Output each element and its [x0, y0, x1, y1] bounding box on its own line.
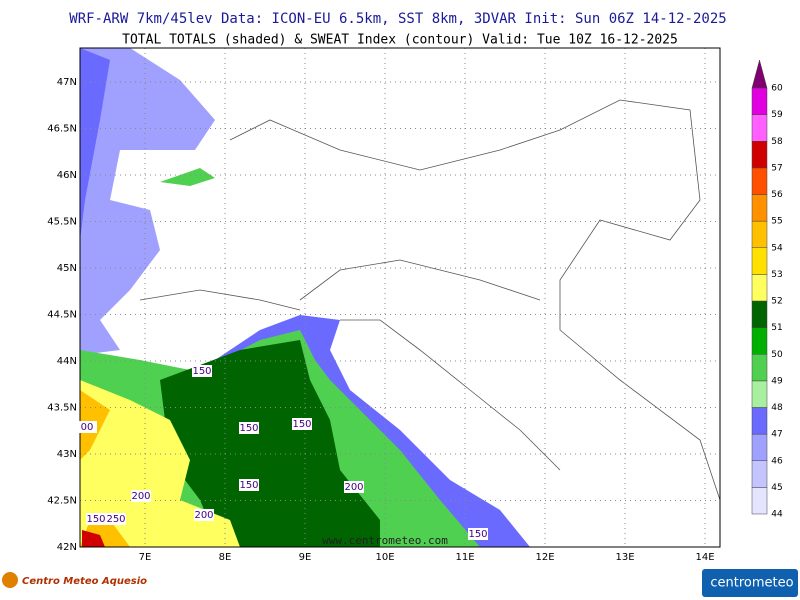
colorbar-box: [751, 87, 768, 115]
contour-label: 00: [81, 422, 94, 433]
contour-label: 150: [239, 423, 258, 434]
contour-label-bg: [292, 418, 312, 430]
colorbar-label: 44: [771, 510, 783, 520]
contour-label: 150: [468, 529, 487, 540]
colorbar-box: [751, 407, 768, 435]
contour-label: 150: [239, 480, 258, 491]
contour-label-bg: [239, 422, 259, 434]
colorbar-label: 59: [771, 110, 783, 120]
contour-label-bg: [344, 481, 364, 493]
colorbar-box: [751, 327, 768, 355]
lon-label: 12E: [535, 552, 554, 563]
lon-label: 8E: [219, 552, 232, 563]
lat-label: 44N: [57, 356, 77, 367]
colorbar-box: [751, 247, 768, 275]
colorbar-label: 58: [771, 137, 783, 147]
colorbar-box: [751, 487, 768, 515]
contour-label: 150: [86, 514, 105, 525]
colorbar-box: [751, 433, 768, 461]
lat-label: 46N: [57, 170, 77, 181]
colorbar-label: 50: [771, 350, 783, 360]
colorbar-label: 57: [771, 163, 782, 173]
colorbar-box: [751, 380, 768, 408]
colorbar-label: 60: [771, 84, 783, 94]
lat-label: 44.5N: [47, 310, 77, 321]
lon-label: 11E: [455, 552, 474, 563]
left-logo-icon: [2, 572, 18, 588]
contour-label-bg: [86, 513, 106, 525]
shade-blue: [80, 48, 215, 355]
colorbar-box: [751, 167, 768, 195]
lat-label: 47N: [57, 77, 77, 88]
lat-label: 43.5N: [47, 403, 77, 414]
lon-label: 7E: [139, 552, 152, 563]
shade-red: [82, 530, 105, 547]
lat-label: 45.5N: [47, 217, 77, 228]
map: www.centrometeo.com 47N 46.5N 46N 45.5N 45N 4…: [47, 47, 721, 563]
colorbar-box: [751, 114, 768, 142]
borders: [139, 99, 721, 501]
lon-label: 13E: [615, 552, 634, 563]
right-logo: centrometeo: [710, 576, 793, 591]
colorbar-box: [751, 300, 768, 328]
lat-label: 46.5N: [47, 124, 77, 135]
colorbar-box: [751, 354, 768, 382]
colorbar-box: [751, 194, 768, 222]
watermark: www.centrometeo.com: [322, 534, 448, 547]
colorbar-label: 56: [771, 190, 783, 200]
colorbar-label: 51: [771, 323, 782, 333]
contour-label: 150: [292, 419, 311, 430]
header-line1: WRF-ARW 7km/45lev Data: ICON-EU 6.5km, S…: [69, 11, 726, 27]
map-frame: [79, 47, 721, 548]
colorbar-label: 46: [771, 456, 783, 466]
contour-label-bg: [77, 421, 97, 433]
colorbar-box: [751, 274, 768, 302]
lon-label: 14E: [695, 552, 714, 563]
shade-blue-dark: [80, 48, 110, 240]
lat-label: 43N: [57, 449, 77, 460]
contour-label-bg: [194, 509, 214, 521]
header-line2: TOTAL TOTALS (shaded) & SWEAT Index (con…: [122, 33, 678, 48]
contour-label: 200: [344, 482, 363, 493]
lat-label: 42N: [57, 542, 77, 553]
contour-label: 200: [131, 491, 150, 502]
colorbar-label: 47: [771, 430, 782, 440]
contour-label-bg: [131, 490, 151, 502]
contour-label: 200: [194, 510, 213, 521]
contour-label: 150: [192, 366, 211, 377]
colorbar-top: [751, 59, 768, 89]
colorbar-box: [751, 460, 768, 488]
colorbar-label: 45: [771, 483, 782, 493]
colorbar-label: 49: [771, 376, 783, 386]
colorbar-label: 54: [771, 243, 783, 253]
lat-label: 42.5N: [47, 496, 77, 507]
colorbar-label: 52: [771, 297, 782, 307]
right-logo-box: [702, 569, 798, 597]
colorbar-box: [751, 220, 768, 248]
grid: [80, 48, 720, 547]
colorbar-box: [751, 141, 768, 169]
shade-yellow: [80, 380, 240, 547]
shade-dark-green: [160, 340, 380, 547]
contour-label-bg: [239, 479, 259, 491]
contour-label-bg: [192, 365, 212, 377]
lat-label: 45N: [57, 263, 77, 274]
contour-label-bg: [468, 528, 488, 540]
colorbar: 44 45 46 47 48 49 50 51 52 53 54 55 56 57 58 59 60: [751, 59, 783, 520]
contour-label: 250: [106, 514, 125, 525]
colorbar-label: 55: [771, 217, 782, 227]
colorbar-label: 53: [771, 270, 782, 280]
left-logo: Centro Meteo Aquesio: [22, 576, 147, 587]
contour-label-bg: [106, 513, 126, 525]
shade-green-small: [160, 168, 215, 186]
lon-label: 10E: [375, 552, 394, 563]
lon-label: 9E: [299, 552, 312, 563]
colorbar-label: 48: [771, 403, 783, 413]
